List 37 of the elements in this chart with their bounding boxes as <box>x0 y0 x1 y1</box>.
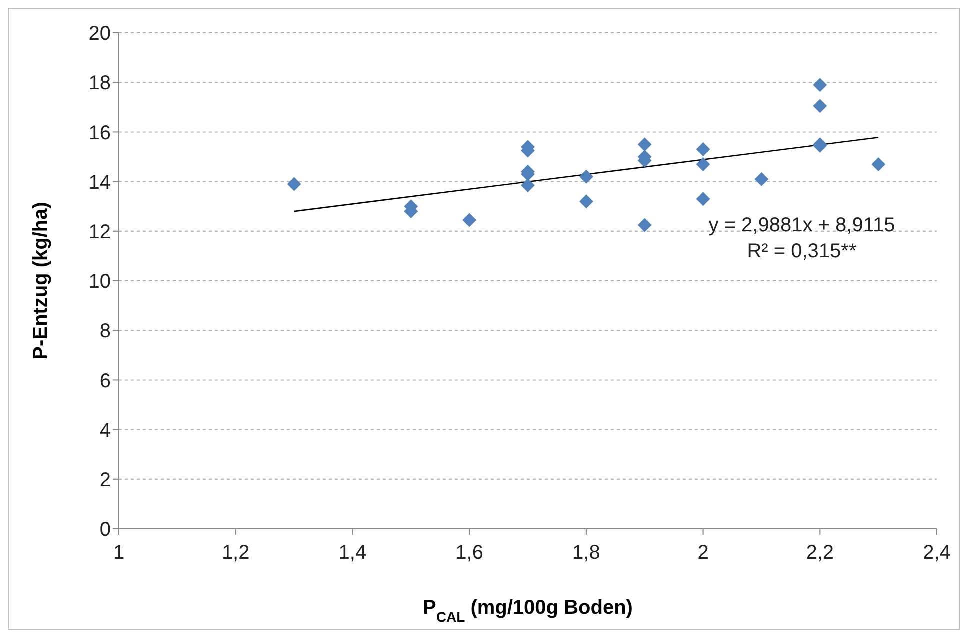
x-axis-title: P$_{CAL}$ (mg/100g Boden) <box>423 597 633 625</box>
point <box>696 192 710 206</box>
point <box>521 178 535 193</box>
point <box>754 172 769 186</box>
y-tick-label: 2 <box>100 470 111 492</box>
x-tick-label: 1 <box>113 542 125 564</box>
point <box>462 213 477 228</box>
point <box>638 218 652 232</box>
y-tick-label: 10 <box>88 271 111 294</box>
y-tick-label: 14 <box>88 172 111 194</box>
point <box>579 170 594 184</box>
point <box>579 194 594 209</box>
x-tick-label: 2,4 <box>923 542 951 564</box>
y-tick-label: 18 <box>88 72 111 95</box>
x-tick-label: 1,6 <box>456 542 484 564</box>
y-tick-label: 0 <box>100 519 111 542</box>
y-tick-label: 8 <box>100 320 111 343</box>
x-tick-label: 2 <box>698 542 709 564</box>
point <box>638 138 652 152</box>
x-tick-label: 2,2 <box>806 542 834 564</box>
y-tick-label: 16 <box>88 122 111 144</box>
y-tick-label: 12 <box>88 222 111 244</box>
y-tick-label: 4 <box>100 420 111 442</box>
point <box>813 78 828 92</box>
y-tick-label: 20 <box>88 23 111 46</box>
point <box>696 142 710 157</box>
x-tick-label: 1,8 <box>572 542 600 564</box>
point <box>696 157 710 172</box>
annotation: R² = 0,315** <box>747 240 857 262</box>
point <box>287 177 302 192</box>
point <box>813 99 828 114</box>
point <box>872 157 886 172</box>
y-tick-label: 6 <box>100 370 111 392</box>
y-axis-title: P-Entzug (kg/ha) <box>30 202 52 360</box>
x-tick-label: 1,4 <box>338 542 367 564</box>
annotation: y = 2,9881x + 8,9115 <box>708 214 896 236</box>
x-tick-label: 1,2 <box>222 542 250 564</box>
